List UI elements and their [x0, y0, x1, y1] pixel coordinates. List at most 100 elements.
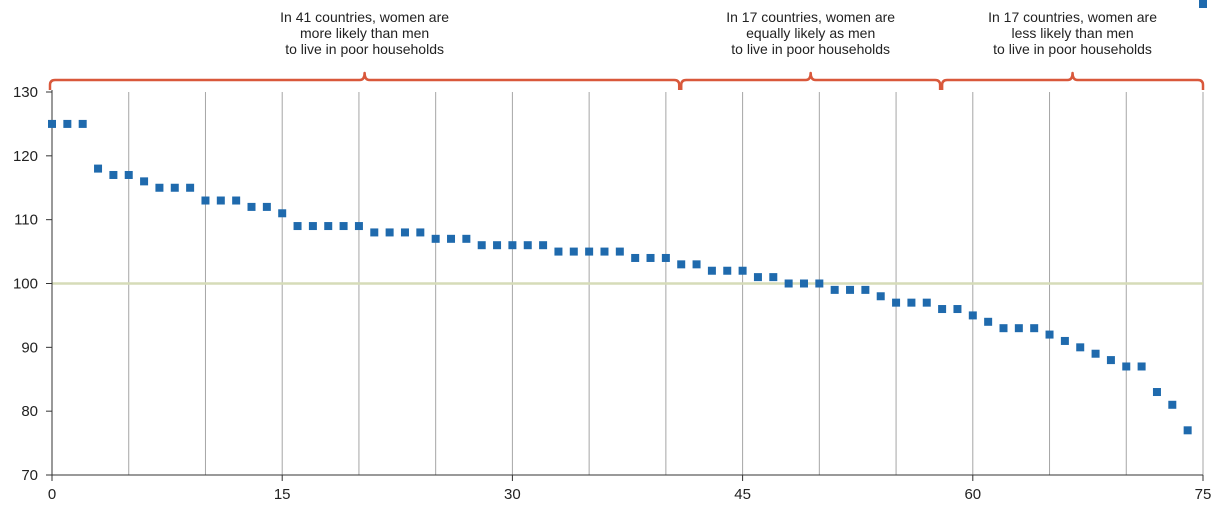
data-point: [400, 228, 409, 237]
data-point: [784, 279, 793, 288]
y-tick-label: 110: [14, 212, 38, 229]
y-tick-label: 80: [21, 403, 38, 420]
y-tick-label: 130: [13, 84, 38, 101]
data-point: [1152, 388, 1161, 397]
data-point: [170, 183, 179, 192]
data-point: [523, 241, 532, 250]
data-point: [830, 285, 839, 294]
data-point: [140, 177, 149, 186]
data-point: [1106, 356, 1115, 365]
data-point: [385, 228, 394, 237]
data-point: [539, 241, 548, 250]
data-point: [738, 266, 747, 275]
x-tick-label: 0: [48, 486, 56, 503]
y-tick-label: 120: [13, 148, 38, 165]
data-point: [1199, 0, 1207, 8]
data-point: [63, 119, 72, 128]
data-point: [354, 222, 363, 231]
data-point: [447, 234, 456, 243]
data-point: [815, 279, 824, 288]
annotation-text-line: to live in poor households: [993, 41, 1152, 57]
data-point: [1030, 324, 1039, 333]
data-point: [661, 253, 670, 262]
data-point: [48, 119, 56, 128]
x-tick-label: 75: [1195, 486, 1212, 503]
data-point: [1014, 324, 1023, 333]
data-point: [753, 273, 762, 282]
annotation-bracket: [679, 71, 942, 90]
data-point: [984, 317, 993, 326]
axis-layer: 70 80 90 100 110 120 130 0 15 30 45 60 75: [13, 84, 1211, 503]
data-point: [953, 305, 962, 314]
annotation-bracket: [48, 71, 681, 90]
data-point: [1091, 349, 1100, 358]
annotation-text-line: to live in poor households: [285, 41, 444, 57]
data-point: [462, 234, 471, 243]
data-point: [938, 305, 947, 314]
x-tick-label: 45: [734, 486, 751, 503]
data-point: [293, 222, 302, 231]
annotation-text-line: to live in poor households: [731, 41, 890, 57]
x-tick-label: 15: [274, 486, 291, 503]
data-point: [324, 222, 333, 231]
data-point: [968, 311, 977, 320]
data-point: [308, 222, 317, 231]
data-point: [508, 241, 517, 250]
data-point: [431, 234, 440, 243]
data-point: [554, 247, 563, 256]
data-point: [262, 202, 271, 211]
data-point: [723, 266, 732, 275]
data-point: [1060, 336, 1069, 345]
data-point: [876, 292, 885, 301]
y-tick-label: 100: [13, 276, 38, 293]
data-point: [569, 247, 578, 256]
data-point: [155, 183, 164, 192]
data-point: [646, 253, 655, 262]
data-point: [677, 260, 686, 269]
data-point: [493, 241, 502, 250]
data-point: [416, 228, 425, 237]
annotation-text-line: equally likely as men: [746, 25, 875, 41]
data-point: [201, 196, 210, 205]
data-point: [370, 228, 379, 237]
data-point: [907, 298, 916, 307]
data-point: [1076, 343, 1085, 352]
data-point: [585, 247, 594, 256]
data-point: [339, 222, 348, 231]
data-point: [631, 253, 640, 262]
data-point: [124, 170, 133, 179]
data-point: [692, 260, 701, 269]
data-point: [615, 247, 624, 256]
data-point: [1122, 362, 1131, 371]
data-point: [109, 170, 118, 179]
data-point: [216, 196, 225, 205]
data-point: [477, 241, 486, 250]
data-point: [232, 196, 241, 205]
data-point: [186, 183, 195, 192]
data-point: [1168, 400, 1177, 409]
x-tick-label: 60: [964, 486, 981, 503]
data-point: [846, 285, 855, 294]
data-point: [922, 298, 931, 307]
grid-layer: [52, 92, 1204, 475]
data-point: [861, 285, 870, 294]
data-point: [1045, 330, 1054, 339]
annotation-text-line: In 17 countries, women are: [726, 9, 895, 25]
data-point: [1183, 426, 1192, 435]
annotation-text-line: more likely than men: [300, 25, 429, 41]
annotation-text-line: less likely than men: [1011, 25, 1133, 41]
data-point: [892, 298, 901, 307]
data-point: [94, 164, 103, 173]
data-point: [278, 209, 287, 218]
y-tick-label: 70: [21, 467, 38, 484]
data-point: [799, 279, 808, 288]
x-tick-label: 30: [504, 486, 521, 503]
data-point: [247, 202, 256, 211]
data-point: [999, 324, 1008, 333]
data-point: [600, 247, 609, 256]
y-tick-label: 90: [21, 339, 38, 356]
data-point: [78, 119, 87, 128]
data-point: [707, 266, 716, 275]
